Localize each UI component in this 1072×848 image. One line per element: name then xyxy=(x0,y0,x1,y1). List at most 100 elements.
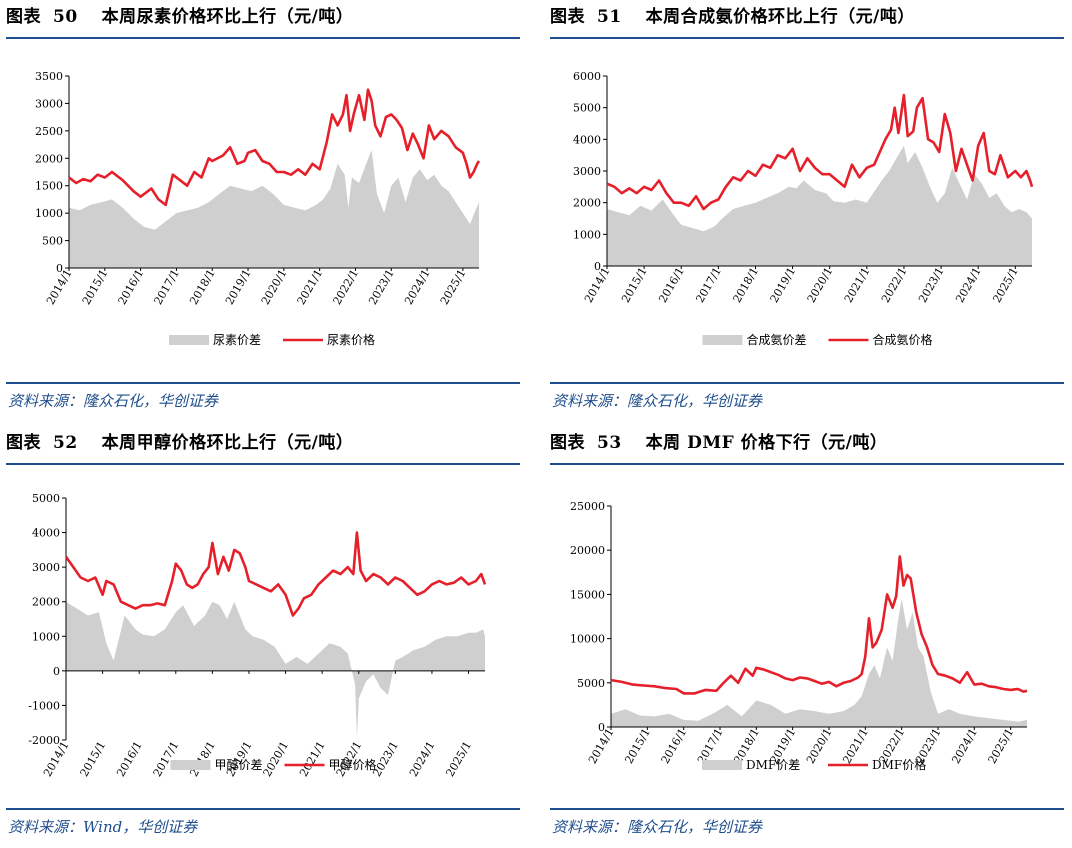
x-tick-label: 2024/1 xyxy=(407,739,438,779)
source-rule xyxy=(550,382,1064,384)
dmf-chart-svg: 0 5000 10000 15000 20000 25000 2014/1 2015/1 201… xyxy=(570,500,1028,772)
legend-area-swatch xyxy=(702,335,743,345)
x-tick-label: 2024/1 xyxy=(949,726,980,766)
legend-area-label: 合成氨价差 xyxy=(747,332,807,347)
y-tick-label: 2000 xyxy=(35,152,63,165)
x-tick-label: 2016/1 xyxy=(116,267,147,307)
x-tick-label: 2024/1 xyxy=(402,267,433,307)
x-tick-label: 2018/1 xyxy=(730,265,761,305)
price-line xyxy=(610,555,1028,695)
y-tick-label: 0 xyxy=(56,262,63,275)
x-tick-label: 2021/1 xyxy=(297,739,328,779)
x-tick-label: 2016/1 xyxy=(656,265,687,305)
x-tick-label: 2015/1 xyxy=(619,265,650,305)
legend-area-label: DMF价差 xyxy=(746,758,800,772)
x-tick-label: 2016/1 xyxy=(659,726,690,766)
legend-line-label: 甲醇价格 xyxy=(329,757,377,772)
x-tick-label: 2014/1 xyxy=(586,726,617,766)
urea-chart: 0 500 1000 1500 2000 2500 3000 3500 2014/1 2015/1… xyxy=(6,40,520,382)
urea-chart-svg: 0 500 1000 1500 2000 2500 3000 3500 2014/1 2015/1… xyxy=(35,70,481,347)
x-tick-label: 2022/1 xyxy=(330,267,361,307)
y-tick-label: 0 xyxy=(53,665,60,678)
y-tick-label: 3000 xyxy=(35,97,63,110)
title-rule xyxy=(550,463,1064,465)
x-tick-label: 2020/1 xyxy=(805,265,836,305)
source-note: 资料来源：隆众石化，华创证券 xyxy=(8,392,219,410)
y-tick-label: 25000 xyxy=(570,500,605,513)
x-tick-label: 2018/1 xyxy=(187,739,218,779)
x-tick-label: 2016/1 xyxy=(114,739,145,779)
y-tick-label: 3000 xyxy=(573,165,601,178)
x-tick-label: 2025/1 xyxy=(986,726,1017,766)
x-tick-label: 2019/1 xyxy=(768,265,799,305)
y-tick-label: -1000 xyxy=(28,699,60,712)
source-rule xyxy=(6,382,520,384)
title-rule xyxy=(6,37,520,39)
x-tick-label: 2022/1 xyxy=(879,265,910,305)
chart-panel-52: 图表 52 本周甲醇价格环比上行（元/吨） -2000 -1000 0 1000 2000 3… xyxy=(6,426,520,848)
y-tick-label: 0 xyxy=(598,721,605,734)
title-rule xyxy=(550,37,1064,39)
y-tick-label: 1000 xyxy=(35,207,63,220)
title-rule xyxy=(6,463,520,465)
x-tick-label: 2015/1 xyxy=(78,739,109,779)
spread-area xyxy=(607,145,1032,266)
source-note: 资料来源：Wind，华创证券 xyxy=(8,818,198,836)
x-tick-label: 2017/1 xyxy=(151,267,182,307)
y-tick-label: 5000 xyxy=(32,492,60,505)
y-tick-label: 3500 xyxy=(35,70,63,83)
y-tick-label: -2000 xyxy=(28,734,60,747)
legend-area-label: 尿素价差 xyxy=(213,333,261,347)
y-tick-label: 5000 xyxy=(577,677,605,690)
y-tick-label: 5000 xyxy=(573,102,601,115)
x-tick-label: 2019/1 xyxy=(223,267,254,307)
legend-area-swatch xyxy=(170,760,211,770)
chart-panel-51: 图表 51 本周合成氨价格环比上行（元/吨） 0 1000 2000 3000 4000 50… xyxy=(550,0,1064,422)
legend-line-label: 合成氨价格 xyxy=(873,332,933,347)
source-note: 资料来源：隆众石化，华创证券 xyxy=(552,392,763,410)
y-tick-label: 1000 xyxy=(32,630,60,643)
panel-title: 图表 53 本周 DMF 价格下行（元/吨） xyxy=(550,433,888,453)
y-tick-label: 10000 xyxy=(570,633,605,646)
x-tick-label: 2021/1 xyxy=(842,265,873,305)
panel-title: 图表 50 本周尿素价格环比上行（元/吨） xyxy=(6,7,354,27)
source-rule xyxy=(6,808,520,810)
chart-panel-53: 图表 53 本周 DMF 价格下行（元/吨） 0 5000 10000 15000 2000… xyxy=(550,426,1064,848)
panel-title: 图表 51 本周合成氨价格环比上行（元/吨） xyxy=(550,7,915,27)
y-tick-label: 3000 xyxy=(32,561,60,574)
spread-area xyxy=(611,598,1027,727)
ammonia-chart: 0 1000 2000 3000 4000 5000 6000 2014/1 2015/1 201… xyxy=(550,40,1064,382)
y-tick-label: 1500 xyxy=(35,180,63,193)
x-tick-label: 2018/1 xyxy=(187,267,218,307)
x-tick-label: 2020/1 xyxy=(259,267,290,307)
legend-area-label: 甲醇价差 xyxy=(215,757,263,772)
legend-line-label: 尿素价格 xyxy=(327,332,375,347)
y-tick-label: 2000 xyxy=(32,596,60,609)
x-tick-label: 2025/1 xyxy=(438,267,469,307)
legend-area-swatch xyxy=(169,335,209,345)
x-tick-label: 2021/1 xyxy=(295,267,326,307)
x-tick-label: 2017/1 xyxy=(151,739,182,779)
legend-area-swatch xyxy=(702,760,742,770)
x-tick-label: 2014/1 xyxy=(44,267,75,307)
x-tick-label: 2014/1 xyxy=(582,265,613,305)
x-tick-label: 2020/1 xyxy=(804,726,835,766)
y-tick-label: 15000 xyxy=(570,588,605,601)
x-tick-label: 2021/1 xyxy=(840,726,871,766)
y-tick-label: 4000 xyxy=(573,133,601,146)
methanol-chart: -2000 -1000 0 1000 2000 3000 4000 5000 2014/1 201… xyxy=(6,466,520,808)
chart-panel-50: 图表 50 本周尿素价格环比上行（元/吨） 0 500 1000 1500 2000 2500… xyxy=(6,0,520,422)
price-line xyxy=(64,531,487,617)
x-tick-label: 2023/1 xyxy=(366,267,397,307)
y-tick-label: 6000 xyxy=(573,70,601,83)
y-tick-label: 2500 xyxy=(35,125,63,138)
x-tick-label: 2025/1 xyxy=(444,739,475,779)
y-tick-label: 20000 xyxy=(570,544,605,557)
x-tick-label: 2015/1 xyxy=(80,267,111,307)
x-tick-label: 2015/1 xyxy=(622,726,653,766)
y-tick-label: 1000 xyxy=(573,228,601,241)
y-tick-label: 500 xyxy=(42,235,63,248)
dmf-chart: 0 5000 10000 15000 20000 25000 2014/1 2015/1 201… xyxy=(550,466,1064,808)
